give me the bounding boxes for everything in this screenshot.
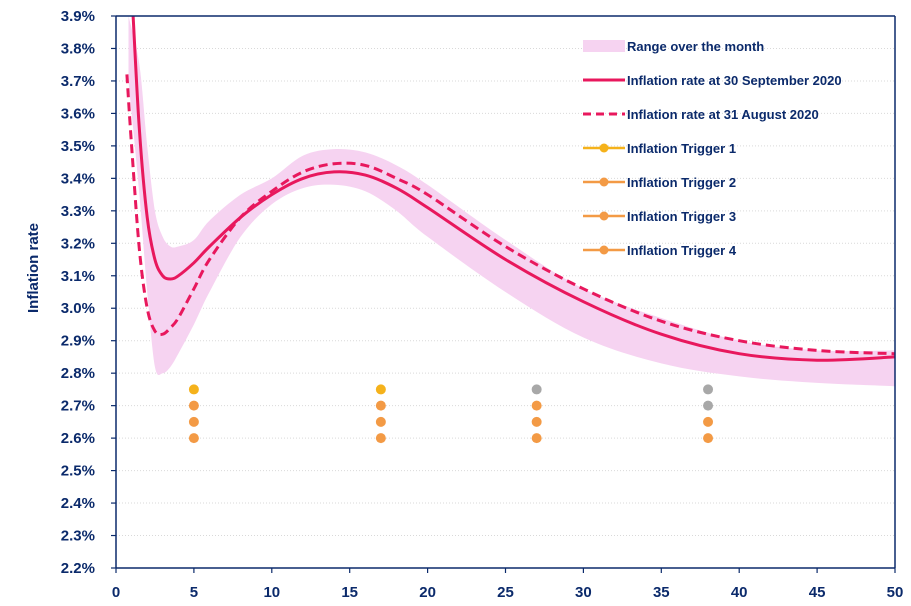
x-tick-label: 0 [112,584,120,601]
trigger-points-layer [188,384,714,444]
y-tick-label: 2.8% [61,365,95,382]
legend-label: Inflation Trigger 2 [627,175,736,190]
legend-swatch-marker [599,211,609,221]
y-tick-label: 2.7% [61,398,95,415]
x-tick-label: 10 [263,584,280,601]
legend-item: Inflation Trigger 4 [583,243,737,258]
y-tick-labels: 2.2% 2.3% 2.4% 2.5% 2.6% 2.7% 2.8% 2.9% 3.0% 3.1%… [61,8,116,577]
trigger-3-point [188,416,199,427]
y-tick-label: 3.2% [61,235,95,252]
x-tick-label: 5 [190,584,198,601]
trigger-2-point [375,400,386,411]
legend-item: Inflation Trigger 2 [583,175,736,190]
trigger-3-point [703,416,714,427]
legend-label: Inflation rate at 31 August 2020 [627,107,819,122]
legend-item: Inflation rate at 31 August 2020 [583,107,819,122]
y-tick-label: 3.3% [61,203,95,220]
y-tick-label: 3.1% [61,268,95,285]
x-tick-labels: 0 5 10 15 20 25 30 35 40 45 50 [112,568,904,601]
legend-item: Inflation rate at 30 September 2020 [583,73,842,88]
legend-swatch-marker [599,177,609,187]
trigger-2-point [531,400,542,411]
trigger-1-point [188,384,199,395]
y-tick-label: 3.4% [61,170,95,187]
y-tick-label: 3.0% [61,300,95,317]
y-tick-label: 3.9% [61,8,95,25]
trigger-1-point [531,384,542,395]
x-tick-label: 20 [419,584,436,601]
y-tick-label: 3.7% [61,73,95,90]
trigger-4-point [188,433,199,444]
series-line-sep-2020 [131,16,895,362]
series-lines-layer [125,16,895,362]
x-tick-label: 25 [497,584,514,601]
y-tick-label: 2.2% [61,560,95,577]
y-tick-label: 2.5% [61,463,95,480]
trigger-3-point [531,416,542,427]
trigger-4-point [703,433,714,444]
y-tick-label: 3.6% [61,105,95,122]
y-tick-label: 2.3% [61,528,95,545]
y-tick-label: 2.6% [61,430,95,447]
legend-item: Range over the month [583,39,764,54]
x-tick-label: 35 [653,584,670,601]
legend-label: Range over the month [627,39,764,54]
legend-swatch-band [583,40,625,52]
legend-label: Inflation Trigger 1 [627,141,736,156]
legend: Range over the month Inflation rate at 30… [583,39,842,258]
range-band [128,16,895,387]
trigger-1-point [703,384,714,395]
trigger-4-point [375,433,386,444]
x-tick-label: 40 [731,584,748,601]
x-tick-label: 30 [575,584,592,601]
y-tick-label: 3.8% [61,40,95,57]
legend-label: Inflation rate at 30 September 2020 [627,73,842,88]
trigger-4-point [531,433,542,444]
legend-item: Inflation Trigger 3 [583,209,736,224]
y-tick-label: 2.4% [61,495,95,512]
x-tick-label: 45 [809,584,826,601]
trigger-1-point [375,384,386,395]
series-line-aug-2020 [125,74,895,356]
trigger-3-point [375,416,386,427]
range-band-layer [128,16,895,387]
legend-swatch-marker [599,245,609,255]
legend-swatch-marker [599,143,609,153]
trigger-2-point [703,400,714,411]
y-tick-label: 2.9% [61,333,95,350]
y-tick-label: 3.5% [61,138,95,155]
legend-label: Inflation Trigger 3 [627,209,736,224]
x-tick-label: 15 [341,584,358,601]
trigger-2-point [188,400,199,411]
x-tick-label: 50 [887,584,904,601]
y-axis-title: Inflation rate [25,223,42,313]
legend-item: Inflation Trigger 1 [583,141,736,156]
legend-label: Inflation Trigger 4 [627,243,737,258]
